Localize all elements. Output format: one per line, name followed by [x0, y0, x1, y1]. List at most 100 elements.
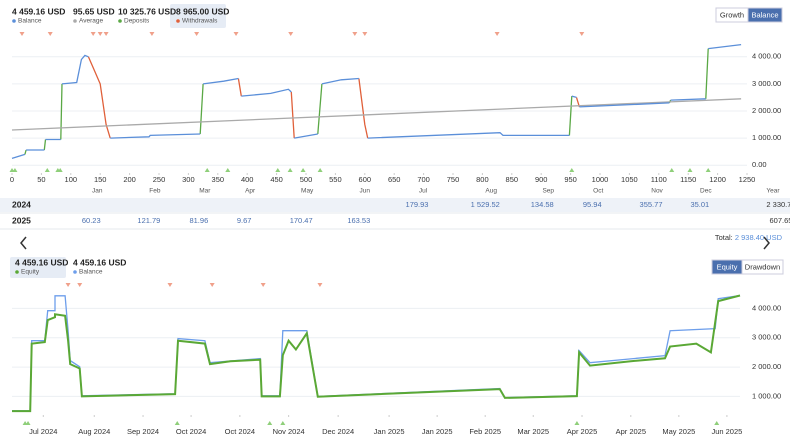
x-tick-label: 800: [476, 175, 489, 184]
deposit-marker: [275, 168, 281, 172]
deposit-marker: [569, 168, 575, 172]
y-tick-label: 4 000.00: [752, 303, 781, 312]
month-label: Oct: [593, 188, 603, 195]
withdrawal-marker: [362, 32, 368, 36]
deposit-marker: [574, 421, 580, 425]
y-tick-label: 3 000.00: [752, 79, 781, 88]
table-cell: 9.67: [237, 216, 252, 225]
legend-label: Deposits: [124, 18, 150, 25]
total-value: 2 938.40 USD: [735, 233, 783, 242]
x-tick-label: 1000: [592, 175, 609, 184]
y-tick-label: 1 000.00: [752, 133, 781, 142]
toggle-button-label[interactable]: Balance: [751, 10, 778, 19]
toggle-button[interactable]: [741, 259, 784, 275]
x-tick-label: Jun 2025: [711, 427, 742, 436]
withdrawal-marker: [579, 32, 585, 36]
table-cell: 1 529.52: [471, 200, 500, 209]
toggle-button[interactable]: [747, 7, 783, 23]
series-line: [87, 56, 581, 139]
withdrawal-marker: [194, 32, 200, 36]
table-cell: 607.65: [770, 216, 790, 225]
month-label: Jan: [92, 188, 103, 195]
x-tick-label: Oct 2024: [176, 427, 206, 436]
x-tick-label: 200: [123, 175, 136, 184]
x-tick-label: Jan 2025: [374, 427, 405, 436]
x-tick-label: 400: [241, 175, 254, 184]
x-tick-label: Jan 2025: [422, 427, 453, 436]
month-label: Jul: [419, 188, 428, 195]
x-tick-label: May 2025: [662, 427, 695, 436]
deposit-marker: [57, 168, 63, 172]
legend-dot: [12, 19, 16, 23]
prev-arrow[interactable]: [20, 236, 27, 250]
series-line: [11, 43, 742, 160]
withdrawal-marker: [90, 32, 96, 36]
month-label: Nov: [651, 188, 663, 195]
deposit-marker: [25, 421, 31, 425]
legend-dot: [118, 19, 122, 23]
month-label: Feb: [149, 188, 161, 195]
table-cell: 179.93: [406, 200, 429, 209]
withdrawal-marker: [233, 32, 239, 36]
deposit-marker: [44, 168, 50, 172]
month-label: Dec: [700, 188, 712, 195]
withdrawal-marker: [97, 32, 103, 36]
table-cell: 121.79: [137, 216, 160, 225]
month-label: Mar: [199, 188, 211, 195]
withdrawal-marker: [209, 283, 215, 287]
legend-label: Balance: [18, 18, 42, 25]
withdrawal-marker: [65, 283, 71, 287]
x-tick-label: 300: [182, 175, 195, 184]
deposit-marker: [280, 421, 286, 425]
deposit-marker: [669, 168, 675, 172]
x-tick-label: 600: [359, 175, 372, 184]
legend-value: 4 459.16 USD: [12, 6, 65, 16]
withdrawal-marker: [352, 32, 358, 36]
withdrawal-marker: [317, 283, 323, 287]
x-tick-label: 1100: [651, 175, 667, 184]
month-label: May: [301, 188, 314, 195]
withdrawal-marker: [103, 32, 109, 36]
series-line: [12, 294, 741, 413]
legend-value: 8 965.00 USD: [176, 6, 229, 16]
legend-highlight: [10, 257, 66, 278]
deposit-marker: [225, 168, 231, 172]
y-tick-label: 4 000.00: [752, 52, 781, 61]
total-label: Total:: [715, 233, 733, 242]
x-tick-label: 500: [300, 175, 313, 184]
deposit-marker: [317, 168, 323, 172]
withdrawal-marker: [47, 32, 53, 36]
table-cell: 355.77: [640, 200, 663, 209]
withdrawal-marker: [77, 283, 83, 287]
table-cell: 134.58: [531, 200, 554, 209]
x-tick-label: 350: [212, 175, 225, 184]
table-cell: 95.94: [583, 200, 602, 209]
x-tick-label: Apr 2025: [567, 427, 597, 436]
y-tick-label: 1 000.00: [752, 391, 781, 400]
legend-value: 4 459.16 USD: [15, 257, 68, 267]
next-arrow[interactable]: [763, 236, 770, 250]
x-tick-label: Feb 2025: [469, 427, 501, 436]
toggle-button-label[interactable]: Equity: [717, 262, 738, 271]
x-tick-label: 100: [65, 175, 78, 184]
legend-value: 10 325.76 USD: [118, 6, 176, 16]
table-cell: 2 330.75: [766, 200, 790, 209]
deposit-marker: [174, 421, 180, 425]
deposit-marker: [287, 168, 293, 172]
x-tick-label: Oct 2024: [225, 427, 255, 436]
table-cell: 81.96: [189, 216, 208, 225]
legend-highlight: [170, 4, 226, 28]
toggle-button-label[interactable]: Growth: [720, 10, 744, 19]
deposit-marker: [12, 168, 18, 172]
table-cell: 163.53: [347, 216, 370, 225]
x-tick-label: 1150: [680, 175, 696, 184]
x-tick-label: Aug 2024: [78, 427, 110, 436]
x-tick-label: Sep 2024: [127, 427, 159, 436]
legend-value: 4 459.16 USD: [73, 257, 126, 267]
x-tick-label: 150: [94, 175, 107, 184]
toggle-button-label[interactable]: Drawdown: [745, 262, 780, 271]
x-tick-label: 850: [506, 175, 519, 184]
withdrawal-marker: [19, 32, 25, 36]
x-tick-label: 50: [37, 175, 45, 184]
